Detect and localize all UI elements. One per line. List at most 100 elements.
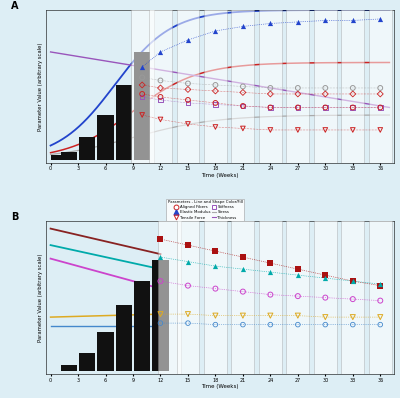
- Point: [240, 125, 246, 132]
- Point: [212, 28, 219, 34]
- Bar: [131, 7, 154, 163]
- Point: [139, 82, 145, 88]
- Point: [322, 85, 328, 91]
- Point: [350, 85, 356, 91]
- Point: [267, 91, 274, 97]
- Point: [322, 295, 328, 301]
- Point: [322, 91, 328, 97]
- Point: [185, 311, 191, 317]
- Point: [350, 296, 356, 302]
- Bar: [259, 218, 282, 374]
- Point: [157, 49, 164, 55]
- Point: [267, 85, 274, 91]
- Bar: [176, 7, 199, 163]
- Point: [267, 312, 274, 319]
- Point: [240, 289, 246, 295]
- Text: B: B: [11, 212, 18, 222]
- Bar: [134, 52, 150, 160]
- Point: [322, 104, 328, 111]
- Point: [322, 272, 328, 278]
- Point: [295, 293, 301, 299]
- Bar: [79, 353, 96, 371]
- Point: [322, 322, 328, 328]
- Point: [139, 94, 145, 100]
- Point: [377, 281, 384, 287]
- Point: [139, 91, 145, 97]
- Point: [212, 100, 219, 106]
- Bar: [259, 7, 282, 163]
- Point: [295, 266, 301, 272]
- Point: [185, 242, 191, 248]
- Point: [240, 23, 246, 29]
- Bar: [116, 305, 132, 371]
- Point: [267, 291, 274, 298]
- Point: [377, 104, 384, 111]
- Bar: [204, 218, 227, 374]
- Point: [322, 127, 328, 133]
- Point: [350, 322, 356, 328]
- Point: [185, 80, 191, 87]
- Point: [267, 322, 274, 328]
- Point: [212, 285, 219, 292]
- Bar: [152, 260, 169, 371]
- Point: [350, 278, 356, 284]
- Point: [377, 127, 384, 133]
- Bar: [158, 218, 181, 374]
- Point: [185, 320, 191, 326]
- Point: [377, 85, 384, 91]
- Point: [240, 103, 246, 109]
- Point: [157, 236, 164, 242]
- Point: [267, 269, 274, 275]
- Bar: [369, 7, 392, 163]
- Point: [157, 320, 164, 326]
- Point: [240, 322, 246, 328]
- Point: [322, 275, 328, 281]
- Point: [295, 85, 301, 91]
- Point: [185, 97, 191, 103]
- Point: [295, 312, 301, 319]
- Point: [157, 254, 164, 260]
- Point: [212, 248, 219, 254]
- Point: [157, 77, 164, 84]
- Bar: [314, 7, 337, 163]
- Point: [157, 116, 164, 123]
- Point: [350, 17, 356, 23]
- Point: [267, 104, 274, 111]
- Point: [322, 104, 328, 111]
- Point: [295, 104, 301, 111]
- Point: [295, 127, 301, 133]
- Point: [185, 283, 191, 289]
- Point: [295, 19, 301, 25]
- Point: [212, 124, 219, 130]
- Bar: [314, 218, 337, 374]
- Bar: [176, 218, 199, 374]
- Bar: [97, 115, 114, 160]
- Point: [295, 104, 301, 111]
- Bar: [116, 85, 132, 160]
- Point: [212, 101, 219, 107]
- Point: [185, 100, 191, 106]
- Y-axis label: Parameter Value (arbitrary scale): Parameter Value (arbitrary scale): [38, 42, 43, 131]
- Point: [267, 20, 274, 27]
- Point: [377, 322, 384, 328]
- Point: [295, 322, 301, 328]
- Bar: [286, 218, 309, 374]
- Point: [212, 88, 219, 94]
- Bar: [341, 7, 364, 163]
- Point: [350, 127, 356, 133]
- Point: [267, 260, 274, 266]
- Point: [240, 254, 246, 260]
- Point: [157, 278, 164, 284]
- Point: [240, 266, 246, 272]
- Point: [377, 314, 384, 320]
- Y-axis label: Parameter Value (arbitrary scale): Parameter Value (arbitrary scale): [38, 254, 43, 342]
- Point: [185, 86, 191, 93]
- Bar: [52, 156, 68, 160]
- Point: [240, 312, 246, 319]
- Point: [157, 85, 164, 91]
- Point: [240, 83, 246, 90]
- Point: [377, 104, 384, 111]
- Point: [212, 312, 219, 319]
- Point: [139, 112, 145, 118]
- Point: [350, 104, 356, 111]
